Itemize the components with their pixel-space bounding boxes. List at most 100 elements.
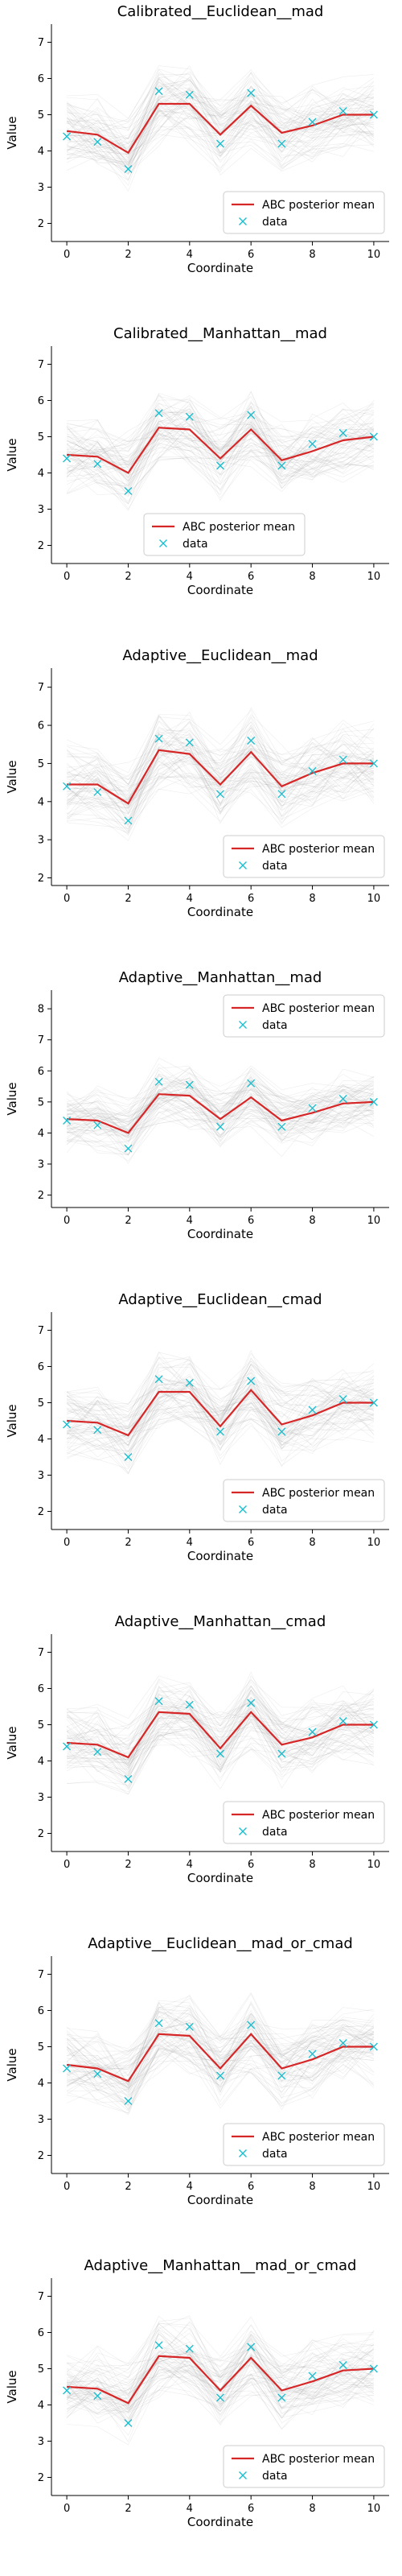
x-axis-label: Coordinate [187, 1871, 253, 1885]
legend-box [224, 2124, 384, 2165]
x-tick-label: 6 [248, 893, 254, 905]
posterior-sample-line [67, 72, 374, 131]
y-tick-label: 6 [38, 1066, 44, 1078]
legend-mean-label: ABC posterior mean [262, 1809, 375, 1822]
x-axis-label: Coordinate [187, 2515, 253, 2529]
x-tick-label: 2 [125, 1859, 131, 1871]
x-tick-label: 2 [125, 571, 131, 583]
x-tick-label: 6 [248, 2503, 254, 2515]
x-tick-label: 0 [64, 1537, 70, 1549]
x-tick-label: 2 [125, 2503, 131, 2515]
x-tick-label: 6 [248, 2181, 254, 2193]
chart-title: Adaptive__Manhattan__mad_or_cmad [84, 2257, 357, 2274]
x-tick-label: 4 [187, 893, 193, 905]
y-tick-label: 2 [38, 540, 44, 552]
chart-panel: Adaptive__Manhattan__mad0 2 4 6 8 102345678Co… [0, 966, 402, 1288]
y-tick-label: 5 [38, 1096, 44, 1108]
legend-data-label: data [262, 216, 288, 229]
posterior-sample-line [67, 712, 374, 774]
posterior-samples [67, 1058, 374, 1163]
y-tick-label: 4 [38, 2400, 44, 2412]
posterior-sample-line [67, 2013, 374, 2095]
x-tick-label: 8 [309, 571, 315, 583]
chart-title: Adaptive__Euclidean__cmad [118, 1291, 322, 1308]
x-tick-label: 2 [125, 893, 131, 905]
y-tick-label: 6 [38, 1361, 44, 1373]
y-axis-label: Value [5, 1404, 19, 1437]
x-tick-label: 8 [309, 2503, 315, 2515]
data-point [64, 782, 71, 790]
y-tick-label: 7 [38, 1325, 44, 1337]
legend-data-label: data [183, 538, 208, 551]
y-tick-label: 4 [38, 468, 44, 480]
legend: ABC posterior meandata [224, 1480, 384, 1521]
y-tick-label: 3 [38, 835, 44, 847]
y-tick-label: 2 [38, 873, 44, 885]
posterior-samples [67, 391, 374, 510]
y-tick-label: 3 [38, 182, 44, 194]
legend-box [224, 1480, 384, 1521]
chart-panel: Calibrated__Euclidean__mad 0 2 4 6 8 10 2 3 4 5 6 7 C… [0, 0, 402, 322]
legend-mean-label: ABC posterior mean [262, 199, 375, 212]
y-tick-label: 5 [38, 431, 44, 444]
y-tick-label: 6 [38, 1683, 44, 1695]
x-tick-label: 6 [248, 1215, 254, 1227]
posterior-samples [67, 708, 374, 840]
posterior-samples [67, 2316, 374, 2445]
y-axis-label: Value [5, 1726, 19, 1759]
chart-title: Adaptive__Euclidean__mad [122, 647, 318, 664]
x-tick-label: 0 [64, 2181, 70, 2193]
data-point [125, 1454, 132, 1461]
x-tick-label: 10 [367, 249, 381, 261]
legend-box [144, 514, 305, 555]
x-axis-label: Coordinate [187, 261, 253, 275]
y-axis-label: Value [5, 116, 19, 149]
y-tick-label: 4 [38, 146, 44, 158]
y-tick-label: 3 [38, 1159, 44, 1171]
x-tick-label: 2 [125, 1537, 131, 1549]
y-tick-label: 7 [38, 1034, 44, 1046]
legend-data-label: data [262, 1504, 288, 1517]
chart-panel: Adaptive__Euclidean__mad_or_cmad0 2 4 6 8 102… [0, 1932, 402, 2254]
legend-box [224, 836, 384, 877]
y-tick-label: 4 [38, 1434, 44, 1446]
chart-panel: Adaptive__Manhattan__cmad0 2 4 6 8 10234567Co… [0, 1610, 402, 1932]
legend-box [224, 192, 384, 233]
y-axis-label: Value [5, 2048, 19, 2081]
x-axis-label: Coordinate [187, 1227, 253, 1241]
legend: ABC posterior meandata [224, 2446, 384, 2487]
data-point [94, 1426, 101, 1434]
x-axis-label: Coordinate [187, 583, 253, 597]
x-tick-label: 0 [64, 571, 70, 583]
y-tick-label: 5 [38, 1397, 44, 1410]
x-tick-label: 8 [309, 1537, 315, 1549]
data-point [64, 455, 71, 462]
y-axis-label: Value [5, 438, 19, 471]
chart-title: Adaptive__Manhattan__cmad [115, 1613, 326, 1630]
y-tick-label: 2 [38, 2150, 44, 2162]
chart-panel: Adaptive__Euclidean__cmad0 2 4 6 8 10234567Co… [0, 1288, 402, 1610]
posterior-samples [67, 1351, 374, 1474]
y-tick-label: 7 [38, 1969, 44, 1981]
x-tick-label: 8 [309, 2181, 315, 2193]
x-tick-label: 10 [367, 1859, 381, 1871]
data-point [64, 1421, 71, 1428]
x-tick-label: 8 [309, 1215, 315, 1227]
legend-data-label: data [262, 1019, 288, 1032]
y-axis-label: Value [5, 760, 19, 793]
x-tick-label: 8 [309, 893, 315, 905]
legend-mean-label: ABC posterior mean [183, 521, 295, 534]
y-tick-label: 5 [38, 1719, 44, 1732]
y-tick-label: 3 [38, 1470, 44, 1482]
x-tick-label: 0 [64, 893, 70, 905]
y-tick-label: 6 [38, 2005, 44, 2017]
chart-title: Adaptive__Manhattan__mad [119, 969, 322, 986]
x-tick-label: 10 [367, 2181, 381, 2193]
x-tick-label: 8 [309, 249, 315, 261]
legend-mean-label: ABC posterior mean [262, 843, 375, 856]
x-tick-label: 0 [64, 1215, 70, 1227]
x-tick-label: 4 [187, 249, 193, 261]
y-tick-label: 6 [38, 395, 44, 407]
x-tick-label: 0 [64, 249, 70, 261]
